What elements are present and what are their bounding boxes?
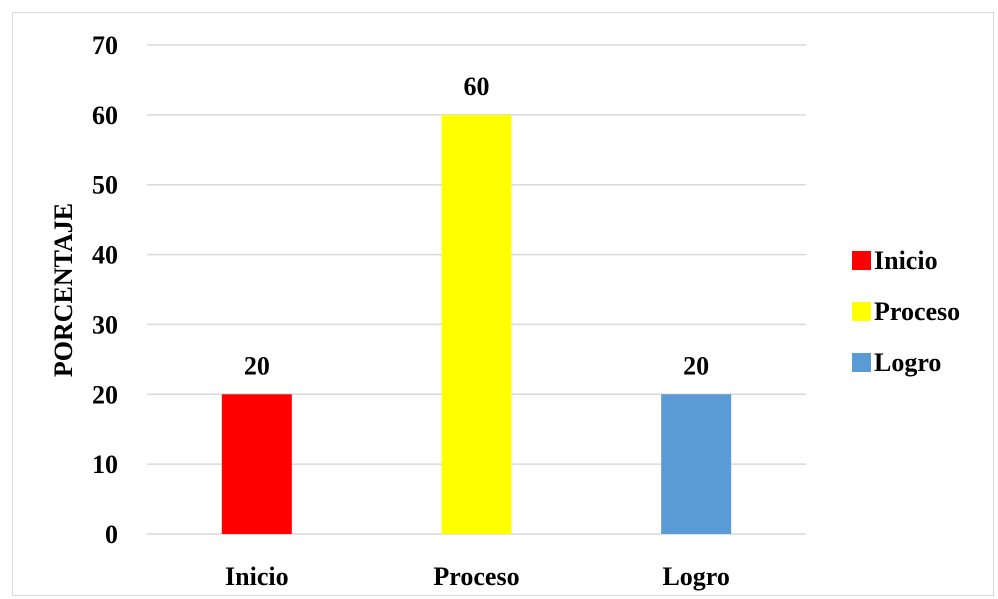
data-label: 60 xyxy=(464,72,490,101)
legend-label: Logro xyxy=(874,348,941,377)
legend-label: Proceso xyxy=(874,297,960,326)
y-tick-label: 70 xyxy=(92,31,118,60)
x-tick-label: Proceso xyxy=(433,562,519,591)
legend-label: Inicio xyxy=(874,246,938,275)
data-label: 20 xyxy=(244,351,270,380)
y-tick-label: 50 xyxy=(92,171,118,200)
y-tick-label: 0 xyxy=(105,520,118,549)
bars xyxy=(221,114,732,534)
bar-inicio xyxy=(221,394,292,534)
y-tick-label: 10 xyxy=(92,450,118,479)
legend-swatch-logro xyxy=(852,353,871,372)
data-label: 20 xyxy=(683,351,709,380)
bar-logro xyxy=(661,394,732,534)
y-tick-label: 20 xyxy=(92,380,118,409)
legend: Inicio Proceso Logro xyxy=(852,246,960,377)
y-tick-label: 40 xyxy=(92,241,118,270)
data-labels: 20 60 20 xyxy=(244,72,709,380)
y-axis-title: PORCENTAJE xyxy=(49,203,78,377)
bar-proceso xyxy=(441,114,512,534)
x-tick-label: Inicio xyxy=(225,562,289,591)
y-axis-ticks: 0 10 20 30 40 50 60 70 xyxy=(92,31,118,549)
x-tick-label: Logro xyxy=(662,562,729,591)
y-tick-label: 60 xyxy=(92,101,118,130)
x-axis-ticks: Inicio Proceso Logro xyxy=(225,562,730,591)
y-tick-label: 30 xyxy=(92,310,118,339)
legend-swatch-proceso xyxy=(852,302,871,321)
legend-swatch-inicio xyxy=(852,251,871,270)
